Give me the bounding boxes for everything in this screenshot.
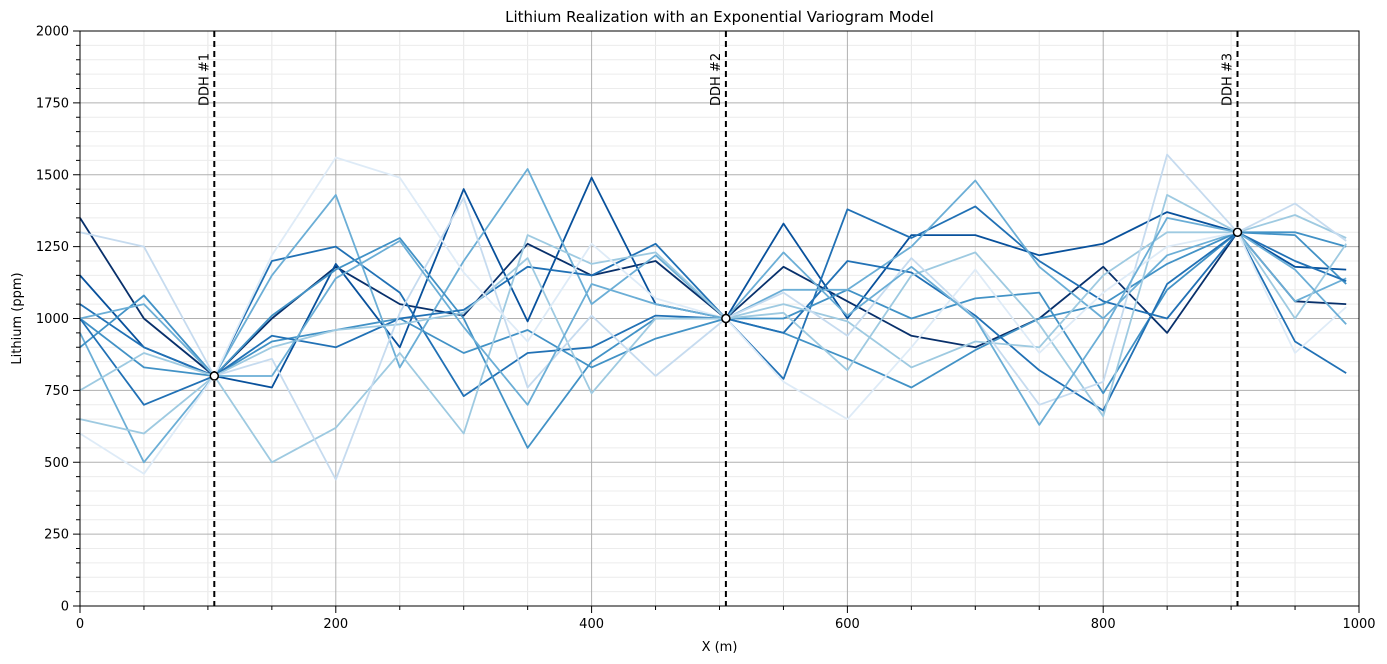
drill-hole-label: DDH #3 xyxy=(1220,53,1235,106)
x-tick-label: 400 xyxy=(579,617,604,632)
y-tick-label: 1250 xyxy=(36,240,69,255)
y-tick-label: 750 xyxy=(44,384,69,399)
y-tick-label: 0 xyxy=(61,600,69,615)
drill-hole-point xyxy=(721,313,731,324)
y-tick-label: 500 xyxy=(44,456,69,471)
series-line xyxy=(79,176,1347,389)
x-tick-label: 200 xyxy=(323,617,348,632)
x-tick-label: 0 xyxy=(76,617,84,632)
y-tick-label: 250 xyxy=(44,528,69,543)
drill-hole-layer: DDH #1 DDH #2 DDH #3 xyxy=(197,31,1243,606)
drill-hole-point xyxy=(1232,227,1243,237)
x-axis-title: X (m) xyxy=(702,640,738,655)
drill-hole-point xyxy=(209,371,220,381)
x-tick-label: 800 xyxy=(1091,617,1116,632)
y-tick-label: 2000 xyxy=(36,25,69,40)
y-tick-label: 1500 xyxy=(36,168,69,183)
y-axis-title: Lithium (ppm) xyxy=(10,272,25,364)
x-tick-label: 1000 xyxy=(1342,617,1375,632)
y-tick-label: 1750 xyxy=(36,96,69,111)
ticks-layer: 0 200 400 600 800 1000 0 250 500 750 1000 1250 1500 1… xyxy=(36,25,1376,633)
x-tick-label: 600 xyxy=(835,617,860,632)
drill-hole-label: DDH #2 xyxy=(709,53,724,106)
series-line xyxy=(79,231,1347,395)
chart-title: Lithium Realization with an Exponential … xyxy=(505,8,934,26)
drill-hole-label: DDH #1 xyxy=(197,53,212,106)
y-tick-label: 1000 xyxy=(36,312,69,327)
series-line xyxy=(79,214,1347,435)
series-line xyxy=(79,217,1347,377)
